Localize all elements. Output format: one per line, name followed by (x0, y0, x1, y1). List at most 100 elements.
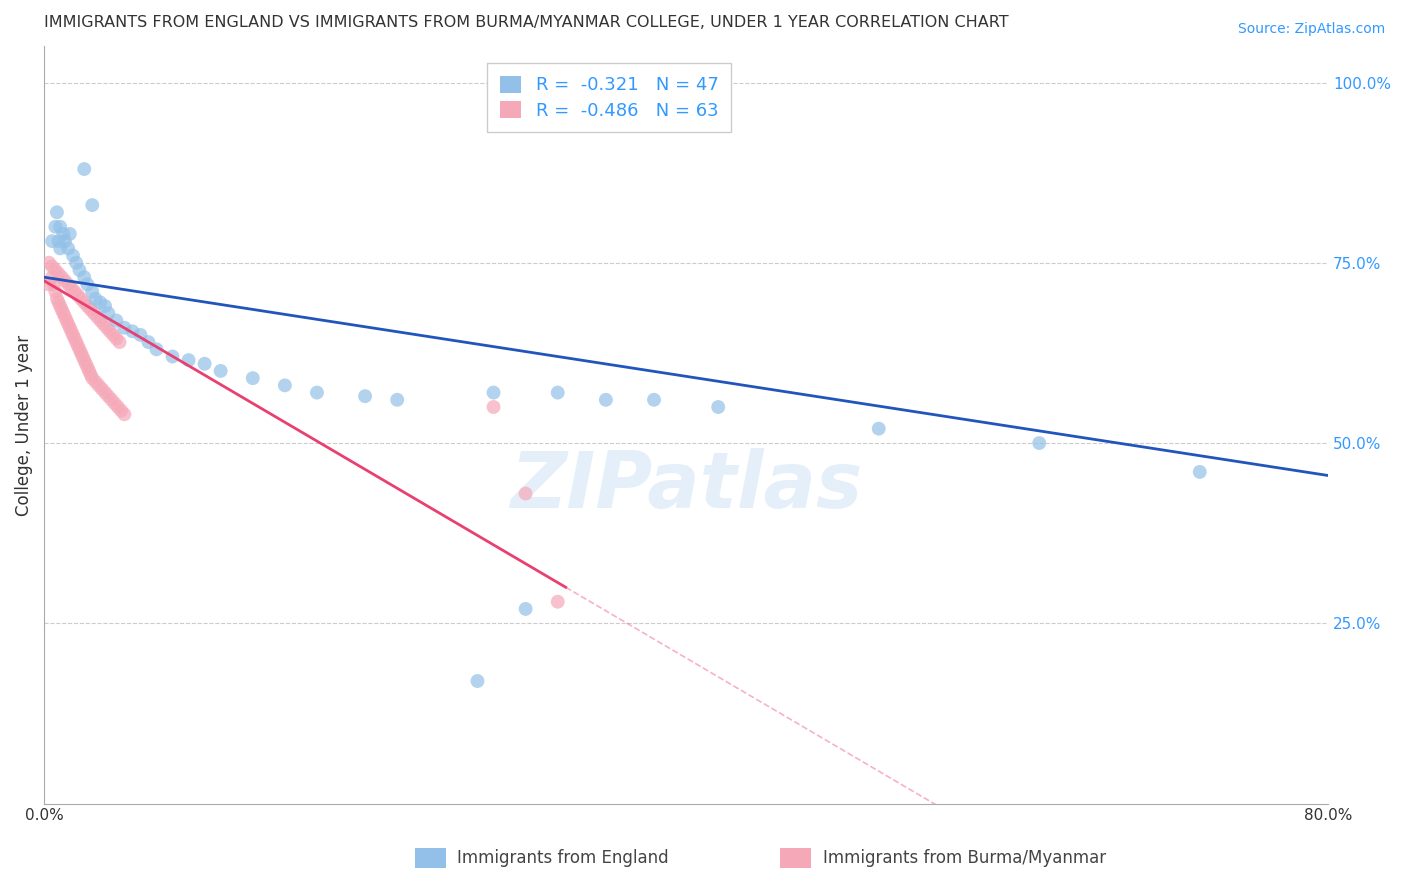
Point (70, 292, 93, 306)
Point (55, 313, 77, 327)
Point (547, 595, 569, 609)
Point (1028, 436, 1050, 450)
Point (105, 313, 128, 327)
Text: ZIPatlas: ZIPatlas (510, 448, 862, 524)
Point (162, 350, 184, 364)
Point (112, 320, 135, 334)
Legend: R =  -0.321   N = 47, R =  -0.486   N = 63: R = -0.321 N = 47, R = -0.486 N = 63 (486, 63, 731, 132)
Point (86, 310, 108, 324)
Point (67, 263, 90, 277)
Text: Immigrants from England: Immigrants from England (457, 849, 669, 867)
Point (194, 357, 217, 371)
Bar (415, 847, 446, 868)
Point (44, 263, 66, 277)
Point (63, 331, 86, 345)
Point (84, 375, 107, 389)
Point (51, 302, 73, 317)
Point (94, 299, 117, 313)
Point (84, 292, 107, 306)
Point (101, 327, 124, 342)
Text: Immigrants from Burma/Myanmar: Immigrants from Burma/Myanmar (823, 849, 1105, 867)
Point (65, 335, 87, 350)
Point (242, 371, 264, 385)
Point (53, 234, 76, 248)
Point (67, 343, 90, 357)
Point (49, 219, 72, 234)
Point (76, 277, 98, 292)
Text: Source: ZipAtlas.com: Source: ZipAtlas.com (1237, 22, 1385, 37)
Point (73, 353, 96, 368)
Point (274, 378, 297, 392)
Point (82, 198, 104, 212)
Point (87, 378, 110, 392)
Point (59, 227, 82, 241)
Point (41, 234, 63, 248)
Point (1188, 465, 1211, 479)
Point (100, 392, 122, 407)
Point (75, 357, 97, 371)
Point (643, 392, 665, 407)
Point (72, 350, 94, 364)
Point (53, 310, 76, 324)
Point (482, 385, 505, 400)
Point (482, 400, 505, 414)
Point (48, 234, 70, 248)
Point (707, 400, 730, 414)
Point (79, 368, 101, 382)
Point (96, 320, 118, 334)
Point (46, 292, 69, 306)
Point (60, 281, 83, 295)
Point (354, 389, 377, 403)
Point (38, 277, 60, 292)
Point (138, 335, 160, 350)
Point (515, 602, 537, 616)
Point (97, 306, 120, 320)
Point (44, 285, 66, 299)
Point (60, 324, 83, 338)
Point (41, 260, 63, 274)
Point (177, 353, 200, 368)
Point (46, 205, 69, 219)
Point (89, 295, 111, 310)
Point (98, 324, 121, 338)
Point (56, 277, 79, 292)
Point (49, 299, 72, 313)
Point (387, 392, 409, 407)
Point (83, 306, 105, 320)
Point (94, 385, 117, 400)
Point (62, 327, 84, 342)
Point (209, 364, 232, 378)
Point (105, 331, 128, 345)
Point (595, 392, 617, 407)
Point (467, 673, 489, 688)
Point (82, 285, 104, 299)
Y-axis label: College, Under 1 year: College, Under 1 year (15, 334, 32, 516)
Point (868, 422, 890, 436)
Point (38, 256, 60, 270)
Point (145, 343, 167, 357)
Point (305, 385, 328, 400)
Point (79, 302, 101, 317)
Text: IMMIGRANTS FROM ENGLAND VS IMMIGRANTS FROM BURMA/MYANMAR COLLEGE, UNDER 1 YEAR C: IMMIGRANTS FROM ENGLAND VS IMMIGRANTS FR… (44, 15, 1008, 30)
Point (108, 335, 131, 350)
Point (73, 162, 96, 177)
Point (65, 256, 87, 270)
Bar (780, 847, 811, 868)
Point (51, 270, 73, 285)
Point (56, 317, 79, 331)
Point (121, 324, 143, 338)
Point (63, 285, 86, 299)
Point (44, 219, 66, 234)
Point (66, 288, 89, 302)
Point (73, 295, 96, 310)
Point (104, 396, 127, 410)
Point (93, 317, 115, 331)
Point (89, 313, 111, 327)
Point (56, 241, 79, 255)
Point (77, 364, 100, 378)
Point (76, 360, 98, 375)
Point (76, 299, 98, 313)
Point (48, 295, 70, 310)
Point (547, 385, 569, 400)
Point (110, 403, 132, 417)
